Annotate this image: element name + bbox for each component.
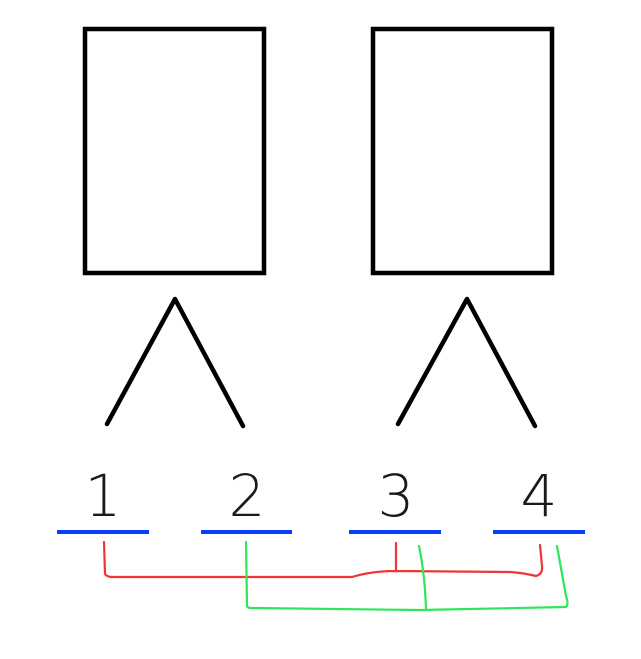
right-wedge (395, 296, 538, 429)
green-link (244, 540, 569, 612)
right-box (370, 26, 555, 276)
slot-4: 4 (493, 462, 585, 534)
left-box (82, 26, 267, 276)
left-wedge (104, 296, 246, 429)
slot-3: 3 (349, 462, 441, 534)
slot-1-label: 1 (85, 462, 122, 530)
slot-3-label: 3 (378, 462, 415, 530)
slot-4-label: 4 (521, 462, 558, 530)
slot-2: 2 (201, 462, 292, 534)
slot-2-label: 2 (229, 462, 266, 530)
red-link (102, 540, 544, 579)
slot-1: 1 (57, 462, 149, 534)
